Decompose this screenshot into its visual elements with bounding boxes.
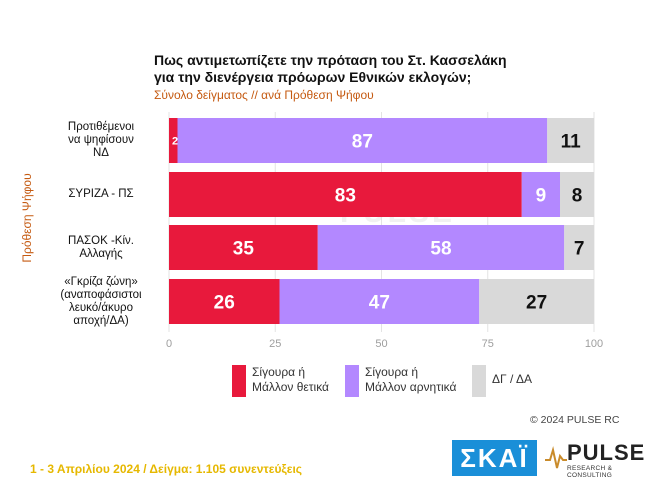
pulse-logo-subtitle: RESEARCH & CONSULTING	[567, 465, 613, 479]
legend-item-negative: Σίγουρα ή Μάλλον αρνητικά	[345, 365, 475, 397]
category-label-2-line-1: Αλλαγής	[79, 247, 123, 260]
title-line-1: Πως αντιμετωπίζετε την πρόταση του Στ. Κ…	[154, 52, 507, 68]
data-label-dk-3: 27	[526, 293, 547, 314]
data-label-dk-0: 11	[561, 132, 582, 153]
bar-dk-2	[564, 225, 594, 270]
category-label-3-line-3: αποχή/ΔΑ)	[73, 314, 129, 327]
legend-swatch-dk	[472, 365, 486, 397]
category-label-3: «Γκρίζα ζώνη» (αναποφάσιστοι λευκό/άκυρο απ…	[46, 276, 156, 328]
legend-label-positive-1: Σίγουρα ή	[252, 365, 306, 379]
legend-label-negative-2: Μάλλον αρνητικά	[365, 380, 457, 394]
data-label-negative-1: 9	[536, 186, 547, 207]
chart-subtitle: Σύνολο δείγματος // ανά Πρόθεση Ψήφου	[154, 88, 374, 102]
data-label-negative-3: 47	[369, 293, 390, 314]
category-label-3-line-1: (αναποφάσιστοι	[60, 288, 142, 301]
data-label-dk-1: 8	[572, 186, 583, 207]
legend-label-positive-2: Μάλλον θετικά	[252, 380, 329, 394]
data-label-positive-1: 83	[335, 186, 356, 207]
x-tick-label-50: 50	[375, 338, 387, 350]
chart-title: Πως αντιμετωπίζετε την πρόταση του Στ. Κ…	[154, 52, 614, 86]
data-label-negative-2: 58	[430, 239, 451, 260]
data-label-positive-0: 2	[172, 136, 178, 148]
bar-negative-0	[177, 118, 548, 163]
legend-swatch-positive	[232, 365, 246, 397]
bar-positive-1	[169, 172, 522, 217]
data-label-negative-0: 87	[352, 132, 373, 153]
bar-dk-1	[560, 172, 594, 217]
legend-label-negative-1: Σίγουρα ή	[365, 365, 419, 379]
legend-item-positive: Σίγουρα ή Μάλλον θετικά	[232, 365, 362, 397]
x-tick-label-0: 0	[166, 338, 172, 350]
skai-logo: ΣΚΑΪ	[452, 440, 537, 476]
bar-negative-1	[521, 172, 560, 217]
pulse-logo: PULSE RESEARCH & CONSULTING	[545, 440, 644, 479]
legend-item-dk: ΔΓ / ΔΑ	[472, 365, 602, 397]
data-label-positive-3: 26	[214, 293, 235, 314]
category-label-0-line-1: να ψηφίσουν	[68, 134, 134, 146]
bar-positive-2	[169, 225, 318, 270]
category-label-0-line-2: ΝΔ	[93, 147, 109, 159]
pulse-wave-icon	[545, 446, 567, 469]
category-label-2: ΠΑΣΟΚ -Κίν. Αλλαγής	[46, 235, 156, 261]
category-label-3-line-0: «Γκρίζα ζώνη»	[64, 275, 138, 288]
category-label-1: ΣΥΡΙΖΑ - ΠΣ	[46, 188, 156, 201]
x-tick-label-25: 25	[269, 338, 281, 350]
category-label-0-line-0: Προτιθέμενοι	[67, 121, 135, 133]
legend-swatch-negative	[345, 365, 359, 397]
title-line-2: για την διενέργεια πρόωρων Εθνικών εκλογ…	[154, 69, 472, 85]
category-label-3-line-2: λευκό/άκυρο	[69, 301, 133, 314]
category-label-2-line-0: ΠΑΣΟΚ -Κίν.	[68, 234, 134, 247]
pulse-logo-word: PULSE	[567, 440, 646, 465]
category-label-1-line-0: ΣΥΡΙΖΑ - ΠΣ	[68, 188, 134, 200]
survey-footer: 1 - 3 Απριλίου 2024 / Δείγμα: 1.105 συνε…	[30, 462, 303, 476]
bar-positive-3	[169, 279, 280, 324]
copyright-text: © 2024 PULSE RC	[530, 414, 620, 426]
category-label-0: Προτιθέμενοι να ψηφίσουν ΝΔ	[46, 121, 156, 160]
bar-dk-0	[547, 118, 594, 163]
bar-negative-2	[317, 225, 565, 270]
bar-positive-0	[169, 118, 178, 163]
x-tick-label-75: 75	[482, 338, 494, 350]
x-tick-label-100: 100	[585, 338, 603, 350]
data-label-dk-2: 7	[574, 239, 585, 260]
data-label-positive-2: 35	[233, 239, 255, 260]
bar-negative-3	[279, 279, 480, 324]
bar-dk-3	[479, 279, 594, 324]
legend-label-dk: ΔΓ / ΔΑ	[492, 372, 532, 386]
